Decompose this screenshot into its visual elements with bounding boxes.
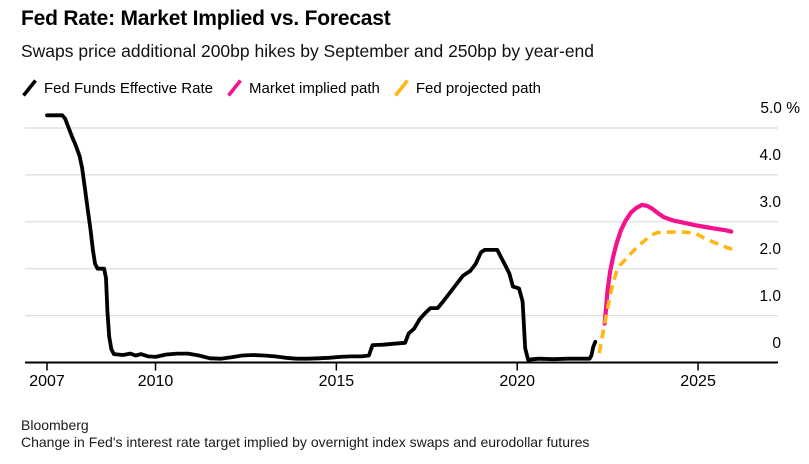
x-axis-label: 2007: [29, 373, 65, 390]
legend-slash-market-implied-icon: [227, 79, 242, 97]
y-axis-label: 0: [772, 334, 781, 352]
legend-item-market-implied-path: Market implied path: [226, 78, 380, 98]
chart-subtitle: Swaps price additional 200bp hikes by Se…: [21, 41, 595, 61]
legend-slash-fed-projected-icon: [393, 79, 409, 97]
legend-item-fed-projected-path: Fed projected path: [393, 78, 541, 98]
legend: Fed Funds Effective Rate Market implied …: [21, 78, 541, 98]
y-axis-label: 3.0: [759, 193, 781, 211]
legend-item-fed-funds-effective-rate: Fed Funds Effective Rate: [21, 78, 213, 98]
y-axis-label: 2.0: [759, 240, 781, 258]
x-axis-label: 2025: [680, 373, 716, 390]
legend-item-label: Fed Funds Effective Rate: [44, 79, 213, 97]
legend-slash-effr-icon: [22, 79, 37, 97]
chart-title: Fed Rate: Market Implied vs. Forecast: [21, 7, 391, 30]
x-axis-label: 2020: [499, 373, 535, 390]
footnote: Change in Fed's interest rate target imp…: [21, 434, 590, 450]
legend-item-label: Fed projected path: [415, 79, 541, 97]
x-axis-label: 2010: [137, 373, 174, 390]
y-axis-label: 5.0 %: [760, 100, 800, 117]
y-axis-label: 1.0: [759, 287, 781, 305]
legend-item-label: Market implied path: [248, 79, 380, 97]
source-label: Bloomberg: [21, 417, 89, 433]
y-axis-label: 4.0: [759, 146, 781, 164]
x-axis-label: 2015: [318, 373, 355, 390]
